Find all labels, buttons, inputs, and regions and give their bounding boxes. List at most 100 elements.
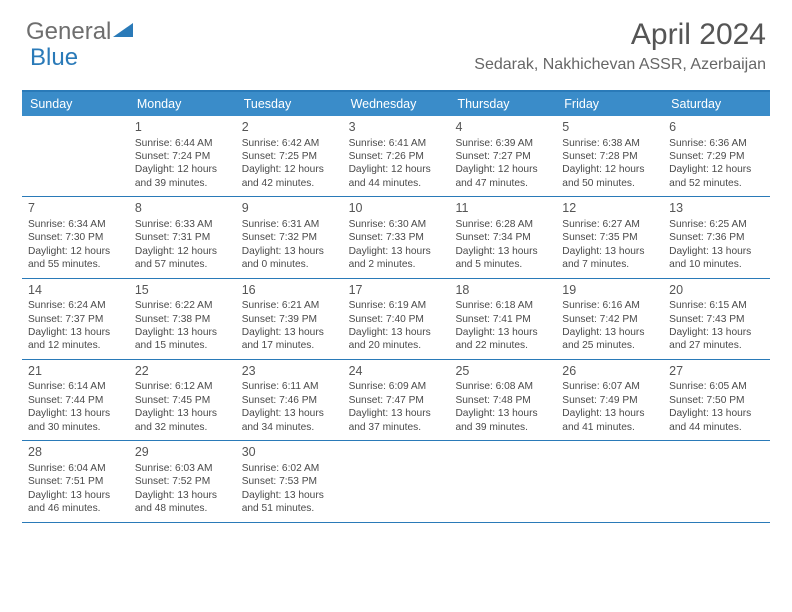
day-detail-line: and 55 minutes. (28, 258, 123, 271)
day-cell: 13Sunrise: 6:25 AMSunset: 7:36 PMDayligh… (663, 197, 770, 277)
day-number: 19 (562, 282, 657, 299)
day-detail-line: Sunrise: 6:21 AM (242, 299, 337, 312)
day-detail-line: Sunset: 7:41 PM (455, 313, 550, 326)
day-detail-line: Sunset: 7:52 PM (135, 475, 230, 488)
day-cell: 23Sunrise: 6:11 AMSunset: 7:46 PMDayligh… (236, 360, 343, 440)
day-detail-line: Sunrise: 6:36 AM (669, 137, 764, 150)
day-cell: 5Sunrise: 6:38 AMSunset: 7:28 PMDaylight… (556, 116, 663, 196)
day-number: 18 (455, 282, 550, 299)
day-detail-line: and 17 minutes. (242, 339, 337, 352)
day-cell: 9Sunrise: 6:31 AMSunset: 7:32 PMDaylight… (236, 197, 343, 277)
day-number: 2 (242, 119, 337, 136)
day-detail-line: Sunset: 7:36 PM (669, 231, 764, 244)
day-detail-line: and 37 minutes. (349, 421, 444, 434)
day-detail-line: Daylight: 13 hours (28, 407, 123, 420)
day-cell: 26Sunrise: 6:07 AMSunset: 7:49 PMDayligh… (556, 360, 663, 440)
day-cell: 17Sunrise: 6:19 AMSunset: 7:40 PMDayligh… (343, 279, 450, 359)
day-detail-line: Daylight: 13 hours (455, 326, 550, 339)
day-number: 14 (28, 282, 123, 299)
day-detail-line: Daylight: 13 hours (349, 326, 444, 339)
day-detail-line: and 15 minutes. (135, 339, 230, 352)
day-cell: 15Sunrise: 6:22 AMSunset: 7:38 PMDayligh… (129, 279, 236, 359)
day-detail-line: Sunrise: 6:16 AM (562, 299, 657, 312)
day-cell (663, 441, 770, 521)
day-cell (22, 116, 129, 196)
day-number: 7 (28, 200, 123, 217)
day-detail-line: Daylight: 13 hours (242, 489, 337, 502)
day-detail-line: Sunset: 7:26 PM (349, 150, 444, 163)
day-detail-line: Sunset: 7:50 PM (669, 394, 764, 407)
day-number: 8 (135, 200, 230, 217)
day-cell: 19Sunrise: 6:16 AMSunset: 7:42 PMDayligh… (556, 279, 663, 359)
day-detail-line: Sunrise: 6:18 AM (455, 299, 550, 312)
day-number: 13 (669, 200, 764, 217)
day-detail-line: Sunrise: 6:25 AM (669, 218, 764, 231)
day-detail-line: Daylight: 13 hours (669, 245, 764, 258)
day-cell: 16Sunrise: 6:21 AMSunset: 7:39 PMDayligh… (236, 279, 343, 359)
weekday-header: Monday (129, 92, 236, 116)
day-cell: 14Sunrise: 6:24 AMSunset: 7:37 PMDayligh… (22, 279, 129, 359)
day-detail-line: Sunset: 7:34 PM (455, 231, 550, 244)
day-detail-line: Sunset: 7:37 PM (28, 313, 123, 326)
day-number: 30 (242, 444, 337, 461)
day-detail-line: Sunrise: 6:15 AM (669, 299, 764, 312)
day-detail-line: Sunrise: 6:30 AM (349, 218, 444, 231)
calendar-grid: SundayMondayTuesdayWednesdayThursdayFrid… (22, 90, 770, 523)
day-detail-line: and 39 minutes. (135, 177, 230, 190)
day-detail-line: Sunrise: 6:19 AM (349, 299, 444, 312)
day-detail-line: Sunset: 7:45 PM (135, 394, 230, 407)
day-cell (449, 441, 556, 521)
logo-triangle-icon (113, 18, 135, 46)
day-detail-line: Sunrise: 6:24 AM (28, 299, 123, 312)
day-detail-line: Daylight: 12 hours (28, 245, 123, 258)
day-detail-line: and 44 minutes. (349, 177, 444, 190)
day-detail-line: and 22 minutes. (455, 339, 550, 352)
day-cell (556, 441, 663, 521)
day-detail-line: Daylight: 12 hours (455, 163, 550, 176)
day-detail-line: and 47 minutes. (455, 177, 550, 190)
day-number: 25 (455, 363, 550, 380)
logo: General (26, 18, 135, 46)
day-number: 20 (669, 282, 764, 299)
day-detail-line: Sunrise: 6:28 AM (455, 218, 550, 231)
day-detail-line: Sunrise: 6:38 AM (562, 137, 657, 150)
day-detail-line: Sunset: 7:48 PM (455, 394, 550, 407)
day-detail-line: and 57 minutes. (135, 258, 230, 271)
day-number: 9 (242, 200, 337, 217)
day-detail-line: Daylight: 13 hours (562, 407, 657, 420)
weekday-header-row: SundayMondayTuesdayWednesdayThursdayFrid… (22, 92, 770, 116)
day-cell: 22Sunrise: 6:12 AMSunset: 7:45 PMDayligh… (129, 360, 236, 440)
day-number: 12 (562, 200, 657, 217)
day-detail-line: Daylight: 12 hours (135, 163, 230, 176)
week-row: 21Sunrise: 6:14 AMSunset: 7:44 PMDayligh… (22, 360, 770, 441)
day-number: 21 (28, 363, 123, 380)
day-detail-line: Daylight: 12 hours (669, 163, 764, 176)
day-detail-line: Sunrise: 6:41 AM (349, 137, 444, 150)
day-detail-line: and 7 minutes. (562, 258, 657, 271)
day-detail-line: and 48 minutes. (135, 502, 230, 515)
day-detail-line: Daylight: 13 hours (669, 407, 764, 420)
day-detail-line: Sunrise: 6:04 AM (28, 462, 123, 475)
day-number: 16 (242, 282, 337, 299)
day-cell: 20Sunrise: 6:15 AMSunset: 7:43 PMDayligh… (663, 279, 770, 359)
day-number: 6 (669, 119, 764, 136)
day-cell: 18Sunrise: 6:18 AMSunset: 7:41 PMDayligh… (449, 279, 556, 359)
day-detail-line: Sunset: 7:39 PM (242, 313, 337, 326)
day-detail-line: Daylight: 13 hours (562, 245, 657, 258)
day-detail-line: Daylight: 13 hours (242, 326, 337, 339)
day-detail-line: Sunrise: 6:44 AM (135, 137, 230, 150)
day-cell: 3Sunrise: 6:41 AMSunset: 7:26 PMDaylight… (343, 116, 450, 196)
day-detail-line: Sunset: 7:28 PM (562, 150, 657, 163)
day-number: 11 (455, 200, 550, 217)
day-detail-line: and 46 minutes. (28, 502, 123, 515)
day-detail-line: Sunrise: 6:05 AM (669, 380, 764, 393)
day-detail-line: and 2 minutes. (349, 258, 444, 271)
day-detail-line: and 50 minutes. (562, 177, 657, 190)
day-detail-line: Sunset: 7:38 PM (135, 313, 230, 326)
day-detail-line: Sunset: 7:30 PM (28, 231, 123, 244)
day-detail-line: Sunrise: 6:22 AM (135, 299, 230, 312)
day-number: 5 (562, 119, 657, 136)
day-number: 4 (455, 119, 550, 136)
day-detail-line: Sunrise: 6:03 AM (135, 462, 230, 475)
day-detail-line: Daylight: 13 hours (349, 245, 444, 258)
